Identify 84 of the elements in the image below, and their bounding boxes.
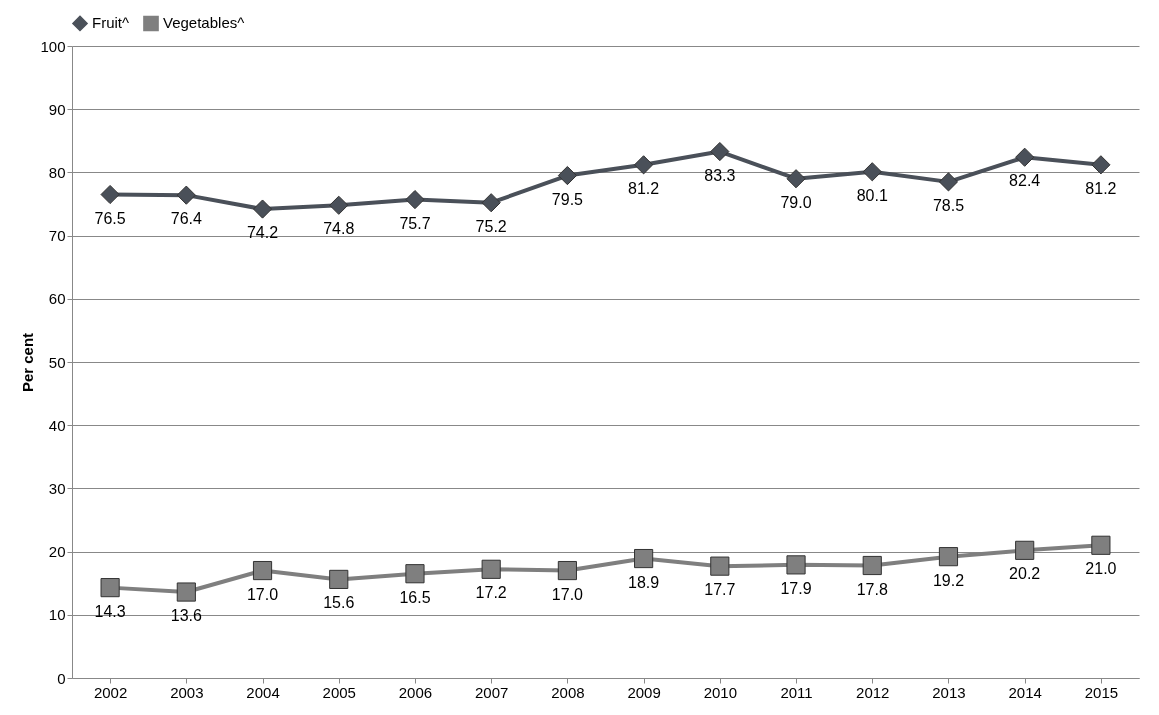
point	[329, 569, 349, 589]
point	[481, 193, 501, 213]
x-tick-label: 2014	[1008, 683, 1042, 701]
point	[1091, 155, 1111, 175]
data-label: 74.8	[323, 220, 355, 238]
point	[1015, 540, 1035, 560]
point	[100, 578, 120, 598]
point	[634, 548, 654, 569]
x-tick-label: 2013	[932, 683, 966, 701]
data-label: 16.5	[399, 588, 431, 606]
point	[100, 184, 120, 205]
data-label: 75.7	[399, 214, 431, 232]
point	[786, 169, 806, 189]
x-tick-label: 2012	[856, 683, 890, 701]
data-label: 79.5	[551, 190, 584, 208]
point	[481, 559, 501, 579]
point	[405, 189, 425, 210]
data-label: 18.9	[628, 573, 660, 591]
y-tick-label: 40	[48, 416, 66, 434]
point	[252, 199, 273, 219]
x-tick-label: 2005	[322, 683, 356, 701]
point	[1091, 535, 1111, 555]
x-tick-label: 2009	[627, 683, 661, 701]
legend-label: Fruit^	[92, 14, 130, 32]
point	[634, 155, 654, 175]
x-tick-label: 2002	[93, 683, 128, 701]
data-label: 76.5	[94, 209, 126, 227]
data-label: 75.2	[475, 217, 507, 235]
point	[710, 141, 730, 162]
data-label: 81.2	[628, 179, 660, 197]
legend-label: Vegetables^	[163, 14, 245, 32]
data-label: 83.3	[704, 166, 736, 184]
point	[252, 560, 273, 581]
data-label: 78.5	[932, 196, 965, 214]
data-label: 82.4	[1009, 172, 1041, 190]
y-tick-label: 30	[48, 479, 66, 497]
y-tick-label: 70	[48, 227, 66, 245]
data-label: 14.3	[94, 602, 126, 620]
x-tick-label: 2004	[246, 683, 280, 701]
point	[862, 162, 882, 182]
data-label: 79.0	[780, 193, 812, 211]
data-label: 17.8	[856, 580, 888, 598]
data-label: 19.2	[932, 571, 965, 589]
data-label: 81.2	[1085, 179, 1117, 197]
point	[786, 555, 806, 575]
data-label: 17.2	[475, 584, 507, 602]
point	[557, 165, 577, 186]
data-label: 13.6	[170, 607, 202, 625]
y-tick-label: 0	[57, 669, 66, 687]
data-label: 17.7	[704, 581, 736, 599]
data-label: 21.0	[1085, 560, 1117, 578]
data-label: 17.0	[246, 585, 279, 603]
point	[862, 555, 882, 576]
y-tick-label: 80	[48, 163, 66, 181]
point	[405, 564, 425, 584]
data-label: 15.6	[323, 594, 355, 612]
x-tick-label: 2015	[1084, 683, 1119, 701]
point	[938, 547, 959, 567]
point	[938, 172, 959, 192]
x-tick-label: 2007	[474, 683, 509, 701]
y-tick-label: 100	[40, 37, 66, 55]
y-tick-label: 60	[48, 290, 66, 308]
y-axis-title: Per cent	[19, 332, 37, 393]
y-tick-label: 90	[48, 100, 66, 118]
point	[557, 560, 577, 581]
x-tick-label: 2008	[551, 683, 585, 701]
point	[176, 185, 196, 205]
data-label: 74.2	[246, 224, 279, 242]
data-label: 17.0	[551, 585, 584, 603]
data-label: 76.4	[170, 210, 202, 228]
point	[710, 556, 730, 576]
x-tick-label: 2011	[780, 683, 813, 701]
x-tick-label: 2006	[398, 683, 433, 701]
point	[1015, 147, 1035, 167]
point	[329, 195, 349, 215]
y-tick-label: 10	[48, 606, 66, 624]
y-tick-label: 20	[48, 543, 66, 561]
x-tick-label: 2010	[703, 683, 738, 701]
point	[176, 582, 196, 602]
data-label: 80.1	[856, 186, 888, 204]
x-tick-label: 2003	[170, 683, 204, 701]
y-tick-label: 50	[48, 353, 66, 371]
data-label: 20.2	[1009, 565, 1041, 583]
data-label: 17.9	[780, 579, 812, 597]
